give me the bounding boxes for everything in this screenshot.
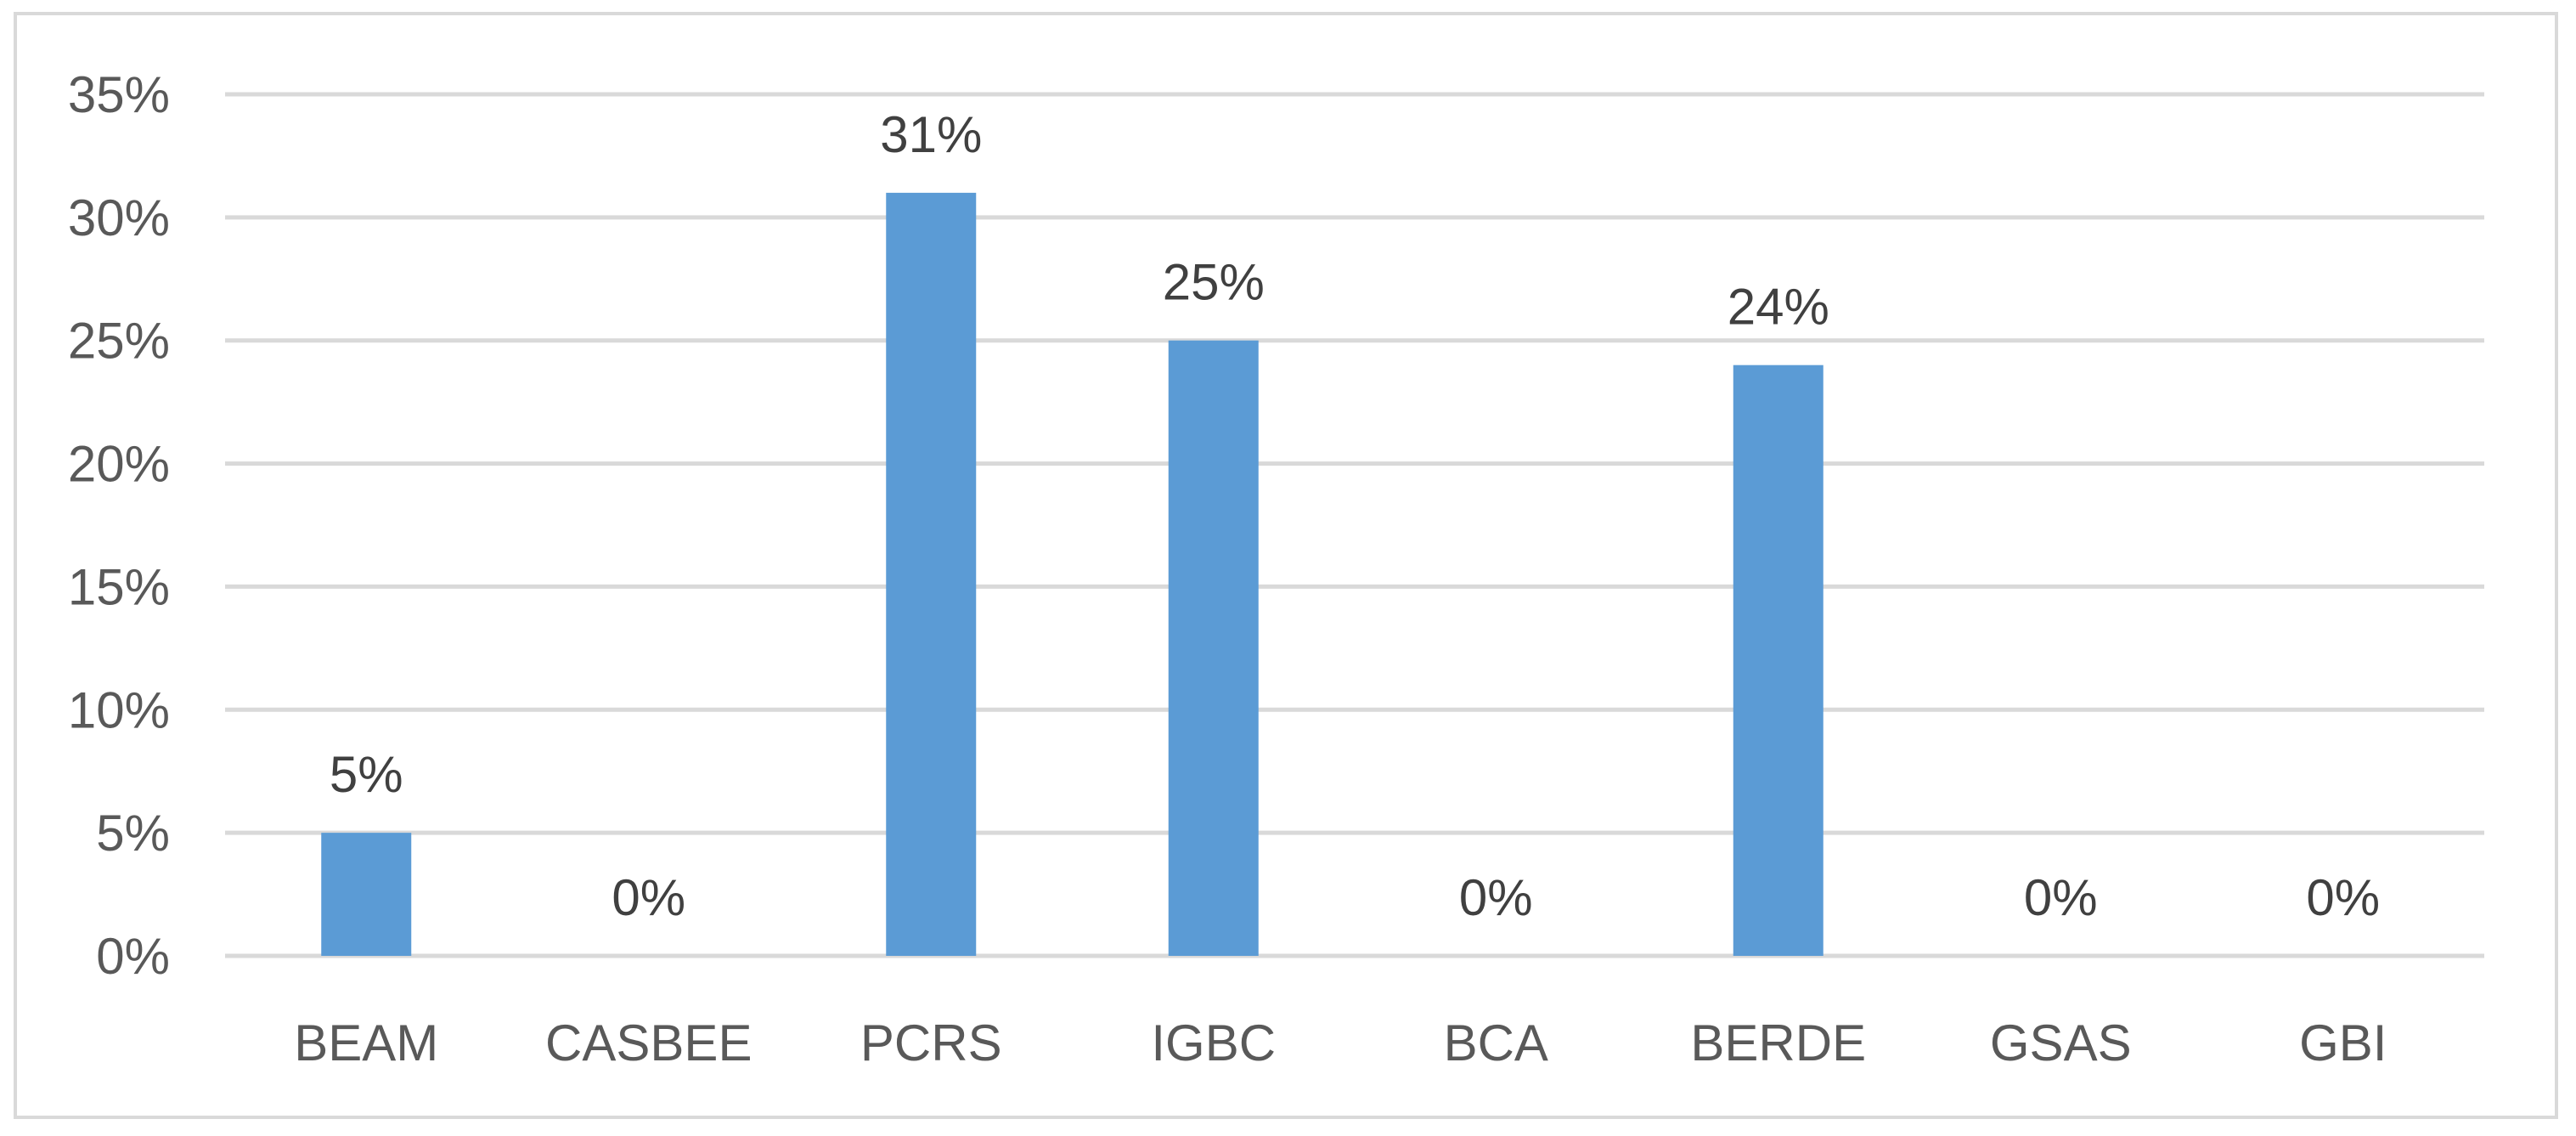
gridlines (225, 92, 2484, 958)
y-axis-ticks: 0% 5% 10% 15% 20% 25% 30% 35% (68, 66, 170, 985)
category-label-berde: BERDE (1690, 1014, 1866, 1071)
data-label-berde: 24% (1728, 279, 1829, 336)
category-label-pcrs: PCRS (860, 1014, 1002, 1071)
y-tick-label: 20% (68, 436, 170, 493)
data-label-igbc: 25% (1163, 254, 1265, 311)
y-tick-label: 5% (96, 805, 170, 862)
bars (321, 192, 1823, 957)
category-label-gsas: GSAS (1990, 1014, 2132, 1071)
y-tick-label: 30% (68, 189, 170, 246)
bar-igbc (1168, 340, 1259, 956)
y-tick-label: 10% (68, 681, 170, 738)
category-label-bca: BCA (1444, 1014, 1548, 1071)
y-tick-label: 25% (68, 313, 170, 370)
data-label-casbee: 0% (612, 869, 685, 926)
data-label-beam: 5% (330, 746, 403, 803)
data-labels: 5% 0% 31% 25% 0% 24% 0% 0% (330, 106, 2380, 926)
chart-frame (14, 12, 2558, 1119)
bar-beam (321, 833, 412, 956)
y-tick-label: 15% (68, 558, 170, 615)
data-label-gsas: 0% (2024, 869, 2098, 926)
category-label-igbc: IGBC (1151, 1014, 1276, 1071)
bar-pcrs (886, 192, 977, 956)
data-label-gbi: 0% (2306, 869, 2380, 926)
data-label-pcrs: 31% (880, 106, 982, 163)
y-tick-label: 0% (96, 928, 170, 985)
y-tick-label: 35% (68, 66, 170, 123)
category-label-beam: BEAM (294, 1014, 438, 1071)
bar-berde (1733, 365, 1823, 957)
data-label-bca: 0% (1459, 869, 1533, 926)
category-label-gbi: GBI (2299, 1014, 2387, 1071)
category-label-casbee: CASBEE (545, 1014, 752, 1071)
category-labels: BEAM CASBEE PCRS IGBC BCA BERDE GSAS GBI (294, 1014, 2387, 1071)
